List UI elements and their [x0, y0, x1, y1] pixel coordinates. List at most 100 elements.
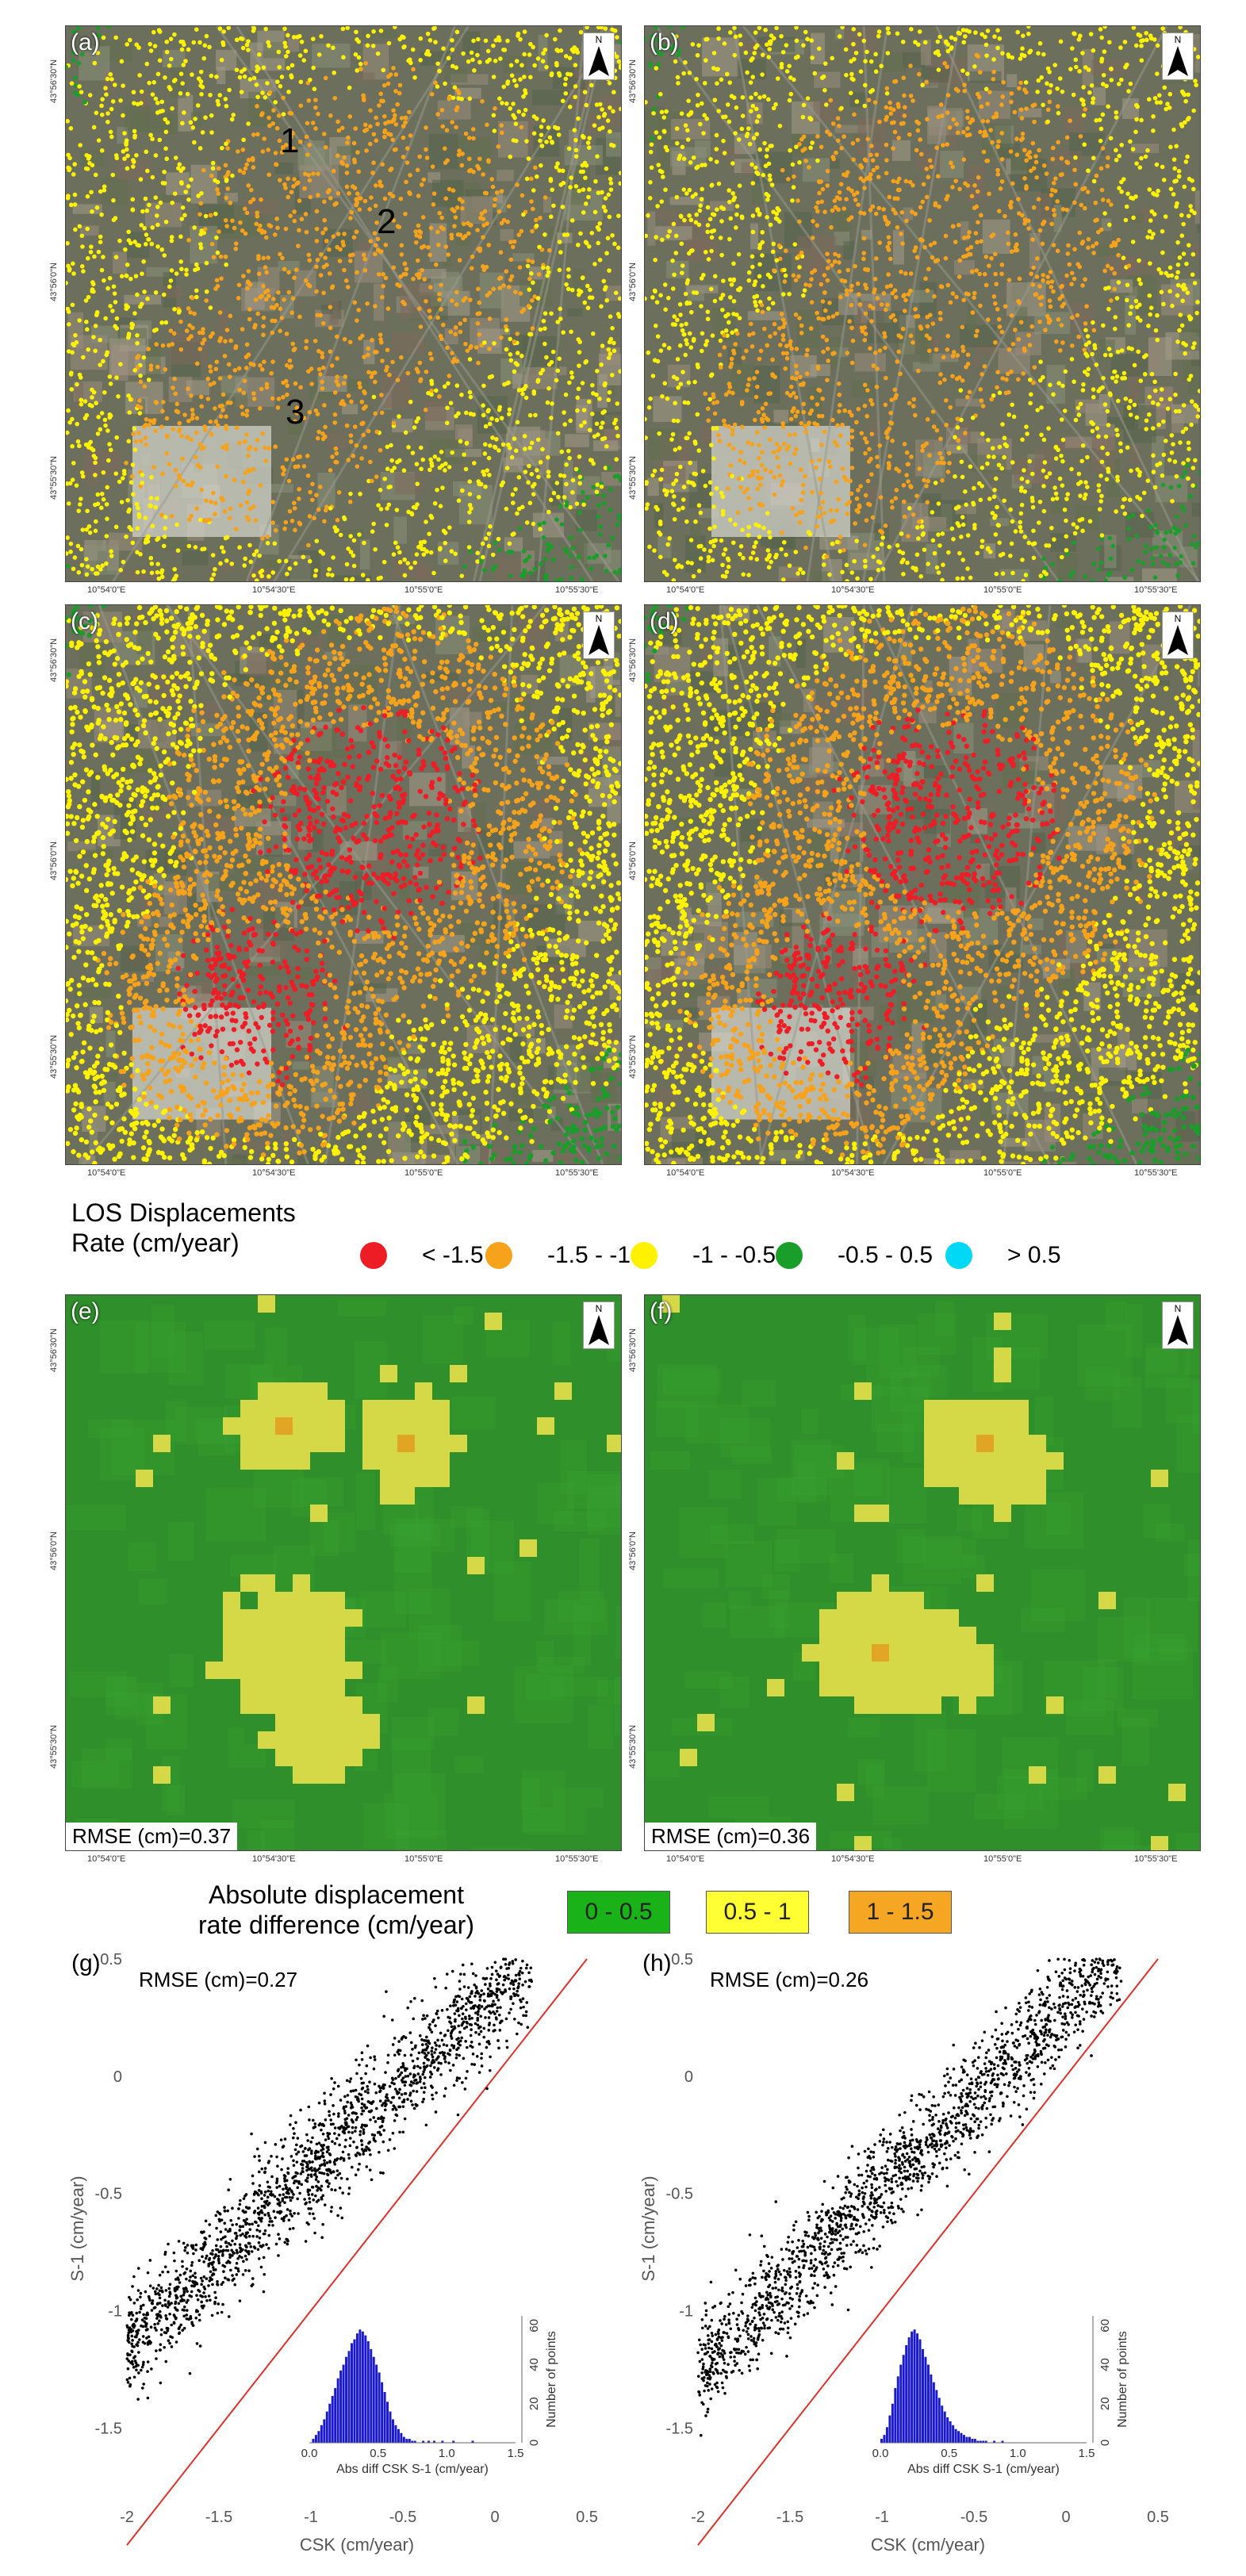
measurement-point	[1175, 293, 1180, 298]
measurement-point	[184, 272, 189, 277]
measurement-point	[537, 244, 542, 250]
measurement-point	[857, 292, 861, 297]
measurement-point	[341, 381, 347, 385]
measurement-point	[807, 283, 812, 288]
measurement-point	[143, 435, 148, 440]
measurement-point	[529, 271, 534, 276]
measurement-point	[1138, 378, 1144, 383]
measurement-point	[960, 348, 966, 354]
measurement-point	[449, 549, 454, 554]
measurement-point	[287, 365, 293, 370]
measurement-point	[138, 373, 143, 378]
measurement-point	[1165, 562, 1171, 568]
terrain-patch	[990, 518, 1010, 527]
measurement-point	[1037, 284, 1042, 289]
measurement-point	[769, 39, 773, 44]
measurement-point	[560, 98, 565, 104]
measurement-point	[150, 523, 155, 529]
measurement-point	[143, 516, 148, 520]
measurement-point	[263, 94, 268, 100]
measurement-point	[570, 546, 575, 550]
measurement-point	[728, 30, 733, 35]
measurement-point	[608, 187, 614, 192]
measurement-point	[886, 272, 891, 277]
measurement-point	[167, 462, 172, 467]
measurement-point	[98, 189, 103, 194]
measurement-point	[1068, 118, 1072, 124]
measurement-point	[661, 569, 667, 575]
measurement-point	[837, 408, 842, 414]
terrain-patch	[542, 197, 552, 213]
measurement-point	[1175, 263, 1181, 267]
measurement-point	[645, 233, 649, 239]
measurement-point	[149, 241, 155, 247]
measurement-point	[783, 248, 788, 254]
measurement-point	[539, 132, 544, 137]
measurement-point	[772, 492, 777, 497]
measurement-point	[568, 418, 573, 424]
measurement-point	[686, 251, 692, 256]
measurement-point	[744, 388, 750, 393]
measurement-point	[153, 428, 158, 434]
measurement-point	[1038, 359, 1043, 365]
measurement-point	[168, 86, 173, 92]
measurement-point	[508, 106, 513, 111]
measurement-point	[930, 510, 935, 515]
measurement-point	[240, 412, 245, 416]
measurement-point	[1023, 80, 1029, 85]
measurement-point	[487, 57, 493, 63]
measurement-point	[862, 325, 867, 330]
measurement-point	[261, 65, 266, 70]
measurement-point	[410, 47, 416, 52]
measurement-point	[102, 188, 107, 193]
measurement-point	[1106, 306, 1111, 312]
measurement-point	[261, 324, 266, 329]
measurement-point	[335, 153, 340, 159]
measurement-point	[542, 520, 546, 526]
measurement-point	[346, 135, 351, 140]
measurement-point	[180, 81, 186, 86]
measurement-point	[526, 304, 531, 309]
measurement-point	[483, 38, 489, 44]
measurement-point	[748, 555, 753, 561]
measurement-point	[864, 518, 869, 523]
measurement-point	[356, 55, 362, 60]
measurement-point	[204, 298, 209, 303]
measurement-point	[652, 288, 658, 293]
measurement-point	[665, 234, 671, 239]
measurement-point	[282, 182, 287, 187]
measurement-point	[372, 370, 378, 375]
measurement-point	[792, 451, 797, 457]
measurement-point	[147, 423, 152, 427]
measurement-point	[762, 140, 767, 146]
measurement-point	[499, 416, 504, 421]
measurement-point	[417, 154, 423, 159]
measurement-point	[72, 162, 78, 167]
terrain-patch	[532, 430, 546, 440]
measurement-point	[888, 111, 894, 116]
measurement-point	[172, 307, 177, 312]
measurement-point	[833, 251, 838, 257]
measurement-point	[945, 93, 951, 98]
measurement-point	[800, 114, 806, 120]
measurement-point	[1035, 90, 1040, 94]
measurement-point	[1071, 522, 1076, 527]
measurement-point	[792, 174, 796, 179]
measurement-point	[512, 239, 517, 244]
measurement-point	[342, 267, 347, 273]
measurement-point	[220, 408, 225, 412]
measurement-point	[582, 90, 588, 94]
measurement-point	[687, 331, 692, 336]
measurement-point	[1085, 372, 1091, 378]
measurement-point	[455, 232, 461, 237]
measurement-point	[306, 172, 312, 178]
measurement-point	[995, 45, 1000, 51]
measurement-point	[200, 85, 205, 90]
measurement-point	[324, 263, 329, 267]
measurement-point	[1102, 268, 1107, 274]
measurement-point	[600, 420, 605, 425]
measurement-point	[1064, 534, 1069, 539]
terrain-patch	[926, 543, 938, 574]
measurement-point	[241, 390, 247, 396]
measurement-point	[198, 394, 204, 400]
